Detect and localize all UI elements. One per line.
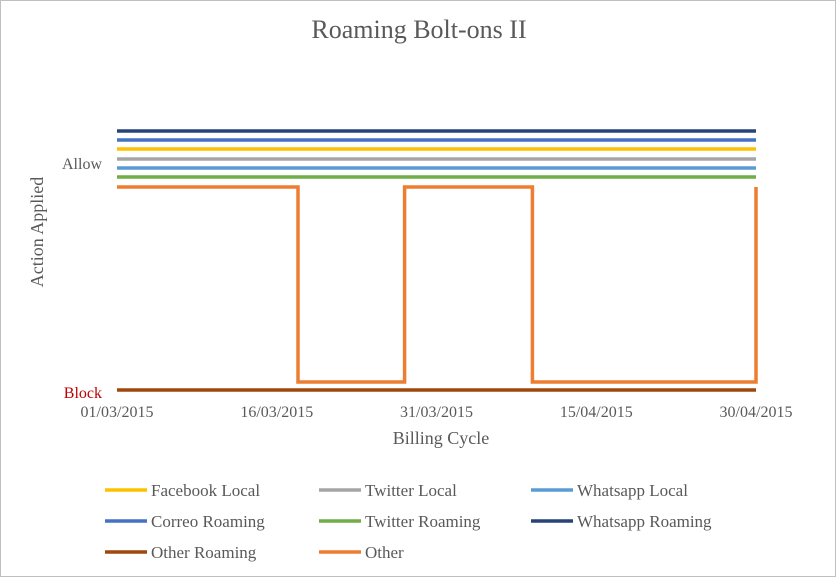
y-axis-title: Action Applied [27,177,47,288]
legend-item-facebook-local: Facebook Local [105,481,260,500]
legend-item-other: Other [319,543,404,562]
legend-item-twitter-local: Twitter Local [319,481,457,500]
x-tick-label: 16/03/2015 [240,404,313,421]
y-tick-label-block: Block [64,385,102,402]
legend-label: Whatsapp Roaming [577,512,712,531]
legend-item-whatsapp-local: Whatsapp Local [531,481,688,500]
x-tick-label: 30/04/2015 [720,404,793,421]
legend-label: Whatsapp Local [577,481,688,500]
x-tick-label: 15/04/2015 [560,404,633,421]
legend-label: Twitter Local [365,481,457,500]
x-tick-label: 01/03/2015 [81,404,154,421]
legend-item-other-roaming: Other Roaming [105,543,257,562]
legend-label: Facebook Local [151,481,260,500]
y-tick-label-allow: Allow [62,156,102,173]
legend-label: Other [365,543,404,562]
legend-label: Correo Roaming [151,512,265,531]
chart-title: Roaming Bolt-ons II [311,15,526,44]
legend-item-twitter-roaming: Twitter Roaming [319,512,481,531]
x-axis-title: Billing Cycle [393,428,490,448]
legend-label: Other Roaming [151,543,257,562]
series-line-other [117,185,758,384]
legend-label: Twitter Roaming [365,512,481,531]
series-layer [117,129,758,392]
legend-item-whatsapp-roaming: Whatsapp Roaming [531,512,712,531]
legend-item-correo-roaming: Correo Roaming [105,512,265,531]
tick-layer: 01/03/2015 16/03/2015 31/03/2015 15/04/2015… [62,156,792,421]
legend: Facebook Local Twitter Local Whatsapp Loca… [105,481,712,562]
x-tick-label: 31/03/2015 [400,404,473,421]
